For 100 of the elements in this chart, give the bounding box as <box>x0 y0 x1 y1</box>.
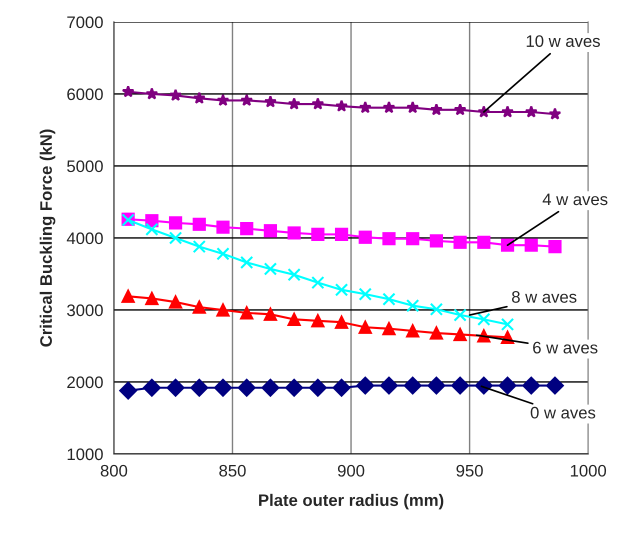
point <box>500 238 514 252</box>
point <box>500 318 514 331</box>
point <box>214 378 232 397</box>
point <box>240 256 254 270</box>
point <box>216 247 230 260</box>
point <box>382 292 396 306</box>
x-tick-label: 800 <box>100 464 128 477</box>
point <box>334 283 348 296</box>
y-tick-label: 2000 <box>67 376 103 388</box>
point <box>262 378 280 397</box>
point <box>192 218 206 231</box>
point <box>454 236 467 249</box>
point <box>145 222 158 236</box>
point <box>451 376 470 394</box>
y-tick-label: 3000 <box>67 304 103 316</box>
point <box>285 378 304 397</box>
point <box>380 376 398 394</box>
point <box>240 222 254 236</box>
point <box>169 88 182 101</box>
point <box>548 240 562 254</box>
point <box>406 101 420 114</box>
point <box>382 232 396 246</box>
point <box>264 262 278 276</box>
point <box>238 378 256 397</box>
point <box>522 376 540 394</box>
y-tick-label: 5000 <box>67 160 103 172</box>
point <box>477 236 490 249</box>
point <box>288 97 300 110</box>
annotation: 6 w aves <box>533 342 598 354</box>
point <box>454 103 466 116</box>
point <box>122 290 135 303</box>
point <box>192 92 206 104</box>
point <box>548 108 562 120</box>
point <box>288 312 301 326</box>
point <box>334 228 348 241</box>
point <box>334 316 348 329</box>
point <box>288 268 301 282</box>
point <box>406 232 420 246</box>
point <box>311 314 324 328</box>
point <box>311 228 324 241</box>
point <box>192 300 206 314</box>
point <box>332 378 350 397</box>
point <box>240 94 254 106</box>
y-axis-title: Critical Buckling Force (kN) <box>40 130 56 347</box>
point <box>477 312 490 326</box>
point <box>430 103 443 116</box>
point <box>358 101 372 114</box>
point <box>454 308 467 322</box>
y-tick-label: 4000 <box>66 232 103 244</box>
point <box>119 382 138 400</box>
point <box>406 299 420 312</box>
annotation: 4 w aves <box>542 194 608 206</box>
y-tick-label: 7000 <box>67 16 103 28</box>
point <box>382 101 396 114</box>
point <box>192 240 206 254</box>
annotation: 10 w aves <box>526 35 600 48</box>
x-tick-label: 900 <box>338 464 364 477</box>
point <box>454 328 467 342</box>
point <box>264 308 278 321</box>
point <box>382 322 396 336</box>
point <box>308 378 327 397</box>
point <box>142 378 161 397</box>
x-tick-label: 850 <box>219 464 246 477</box>
point <box>145 292 158 306</box>
x-tick-label: 1000 <box>570 464 606 477</box>
point <box>166 378 184 397</box>
point <box>288 226 301 240</box>
point <box>358 230 372 244</box>
point <box>216 220 230 234</box>
point <box>404 376 422 394</box>
point <box>264 224 278 238</box>
point <box>546 376 564 394</box>
point <box>122 85 134 98</box>
point <box>216 94 230 106</box>
point <box>358 320 372 334</box>
point <box>524 238 538 252</box>
point <box>428 376 446 394</box>
y-tick-label: 1000 <box>68 448 103 460</box>
annotation: 8 w aves <box>512 291 576 303</box>
y-tick-label: 6000 <box>67 88 103 100</box>
point <box>216 303 230 317</box>
point <box>356 376 374 394</box>
x-tick-label: 950 <box>456 464 483 477</box>
point <box>168 295 182 309</box>
point <box>240 306 254 320</box>
point <box>498 376 516 394</box>
point <box>146 87 158 100</box>
point <box>406 324 420 338</box>
point <box>524 105 538 118</box>
x-axis-title: Plate outer radius (mm) <box>259 494 444 510</box>
annotation: 0 w aves <box>530 406 596 419</box>
point <box>430 326 444 340</box>
point <box>312 97 324 110</box>
point <box>264 95 277 108</box>
point <box>430 302 444 316</box>
point <box>501 105 514 118</box>
point <box>168 231 182 245</box>
point <box>168 216 182 230</box>
point <box>430 234 444 248</box>
point <box>358 288 372 301</box>
